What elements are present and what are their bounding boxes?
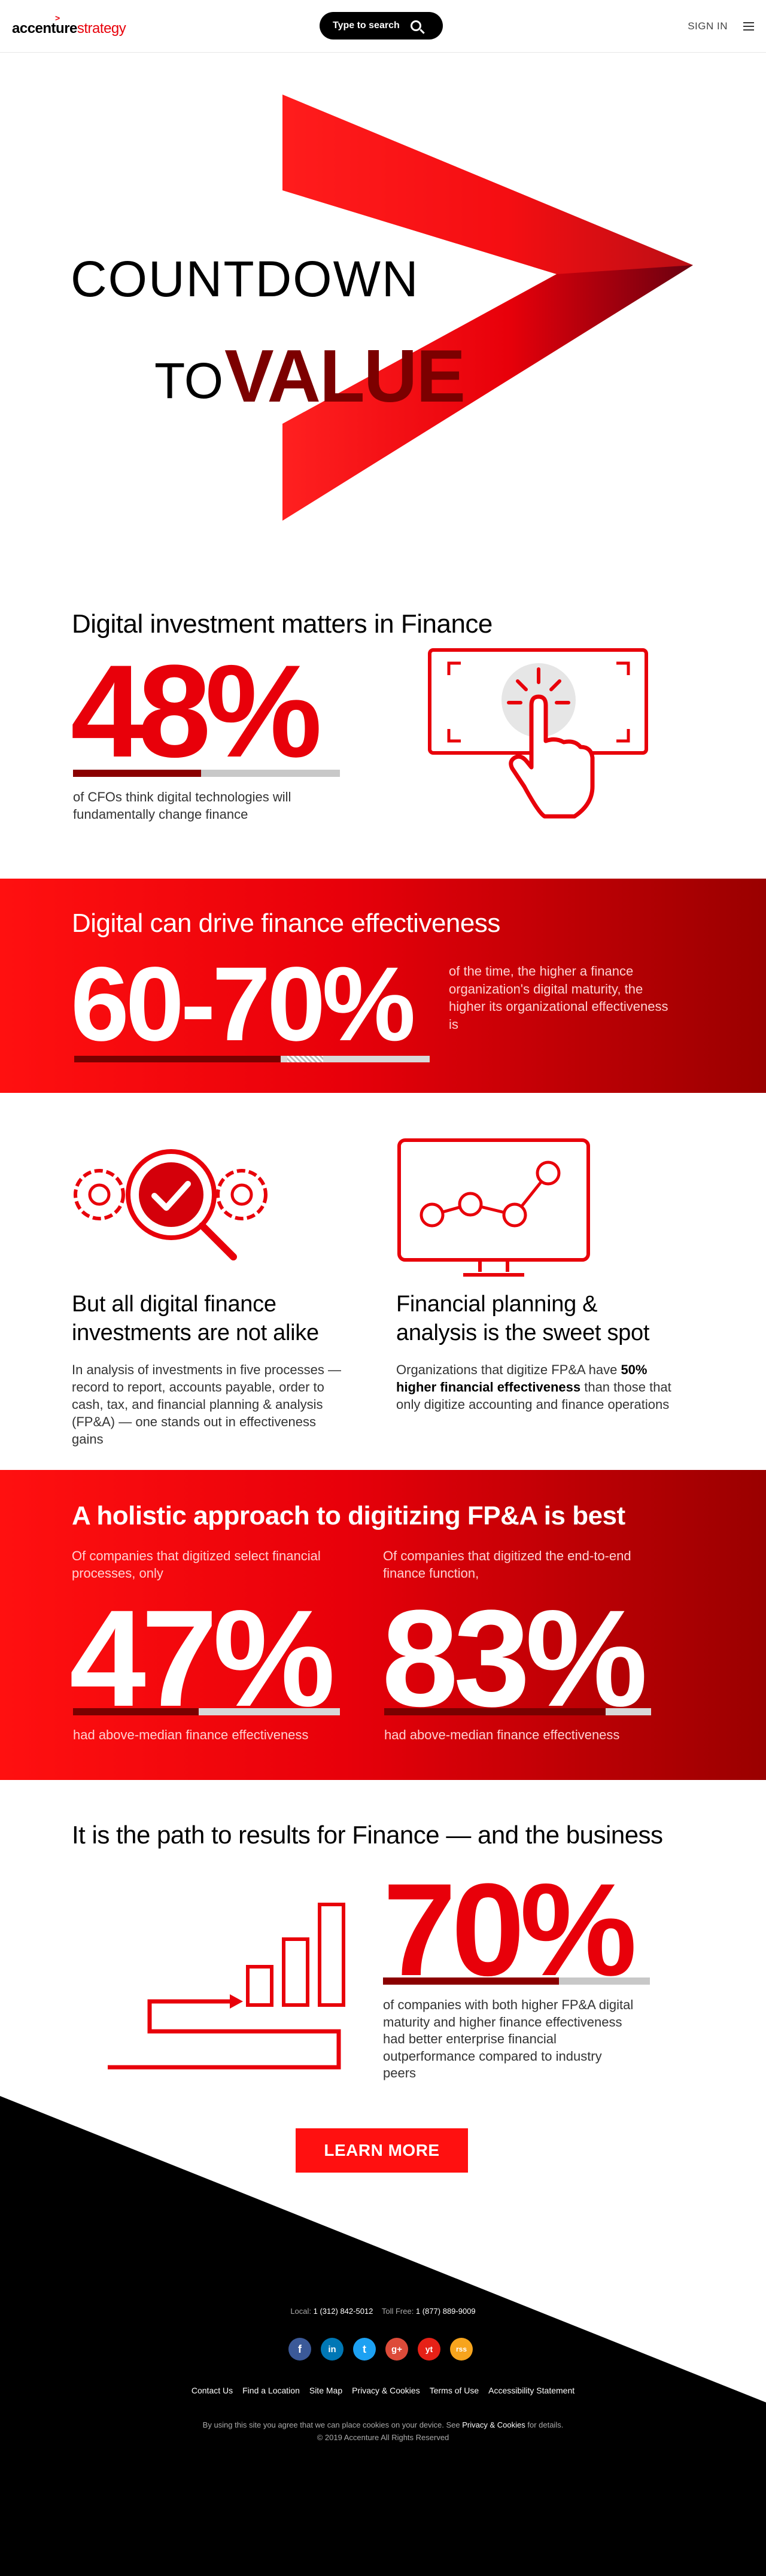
progress-bar-83 [384,1708,651,1715]
legal-text: By using this site you agree that we can… [0,2419,766,2444]
accenture-strategy-logo[interactable]: > accenture strategy [12,13,126,37]
magnifier-gears-icon [74,1149,268,1260]
learn-more-button[interactable]: LEARN MORE [296,2128,468,2173]
right-text-part-b: than those that only digitize accounting… [396,1380,671,1412]
footer-link-terms[interactable]: Terms of Use [429,2386,479,2395]
stat-caption: of companies with both higher FP&A digit… [383,1997,634,2081]
google-plus-icon[interactable]: g+ [385,2338,408,2361]
footer-link-sitemap[interactable]: Site Map [309,2386,343,2395]
path-to-results-section: It is the path to results for Finance — … [0,1780,766,2576]
phone-numbers: Local: 1 (312) 842-5012 Toll Free: 1 (87… [0,2307,766,2316]
header-right: SIGN IN [688,20,754,32]
stat-60-70-percent: 60-70% [71,946,416,1063]
progress-range-stripes [287,1056,323,1062]
tollfree-phone[interactable]: 1 (877) 889-9009 [415,2307,476,2316]
section-title: A holistic approach to digitizing FP&A i… [72,1501,625,1530]
search-label: Type to search [333,20,400,31]
digital-effectiveness-section: Digital can drive finance effectiveness … [0,879,766,1093]
footer-link-accessibility[interactable]: Accessibility Statement [488,2386,575,2395]
footer-link-privacy[interactable]: Privacy & Cookies [352,2386,420,2395]
hero-chevron-highlight [282,95,693,274]
touch-screen-icon [428,648,648,819]
stat-48-percent: 48% [71,637,322,785]
section-title: It is the path to results for Finance — … [72,1821,663,1849]
search-button[interactable]: Type to search [320,12,443,40]
progress-bar-48 [73,770,340,777]
linkedin-icon[interactable]: in [321,2338,344,2361]
right-column-text: Organizations that digitize FP&A have 50… [396,1361,671,1413]
progress-bar-47 [73,1708,340,1715]
logo-main-text: accenture [12,20,77,37]
right-subtitle: Of companies that digitized the end-to-e… [383,1548,631,1581]
fpa-sweet-spot-section: But all digital finance investments are … [0,1093,766,1470]
local-phone[interactable]: 1 (312) 842-5012 [313,2307,373,2316]
logo-sub-text: strategy [77,20,126,37]
progress-fill [383,1977,560,1985]
hero-banner: COUNTDOWN TO VALUE [0,53,766,555]
facebook-icon[interactable]: f [288,2338,311,2361]
progress-bar-60-70 [74,1056,430,1062]
stat-caption: of CFOs think digital technologies will … [73,789,291,822]
cookie-notice: By using this site you agree that we can… [202,2420,564,2429]
progress-bar-70 [383,1977,650,1985]
site-header: > accenture strategy Type to search SIGN … [0,0,766,53]
right-text-part-a: Organizations that digitize FP&A have [396,1362,621,1377]
progress-fill [74,1056,281,1062]
hero-to-text: TO [154,353,224,409]
rss-icon[interactable]: rss [450,2338,473,2361]
hamburger-menu-icon[interactable] [743,22,754,31]
left-subtitle: Of companies that digitized select finan… [72,1548,321,1581]
holistic-approach-section: A holistic approach to digitizing FP&A i… [0,1470,766,1780]
progress-fill [73,1708,199,1715]
logo-chevron-icon: > [55,13,60,23]
right-text-bold: 50% higher financial effectiveness [396,1362,648,1395]
copyright: © 2019 Accenture All Rights Reserved [317,2432,449,2442]
section-title: Digital can drive finance effectiveness [72,909,500,938]
progress-fill [73,770,202,777]
local-label: Local: [290,2307,314,2316]
right-below-text: had above-median finance effectiveness [384,1727,620,1742]
right-column-title: Financial planning & analysis is the swe… [396,1292,650,1345]
hero-value-text: VALUE [224,335,466,418]
digital-investment-section: Digital investment matters in Finance 48… [0,555,766,879]
growth-stairs-icon [108,1903,345,2070]
hero-arrow-graphic [282,95,693,521]
stat-caption: of the time, the higher a finance organi… [449,964,668,1032]
tollfree-label: Toll Free: [381,2307,416,2316]
footer-link-location[interactable]: Find a Location [242,2386,300,2395]
section-title: Digital investment matters in Finance [72,609,493,639]
youtube-icon[interactable]: yt [418,2338,440,2361]
stat-83-percent: 83% [382,1581,648,1735]
footer-link-contact[interactable]: Contact Us [191,2386,233,2395]
sign-in-link[interactable]: SIGN IN [688,20,728,32]
stat-70-percent: 70% [383,1856,637,2003]
hero-countdown-text: COUNTDOWN [71,251,420,307]
left-column-title: But all digital finance investments are … [72,1292,319,1345]
footer-links: Contact Us Find a Location Site Map Priv… [0,2386,766,2395]
twitter-icon[interactable]: t [353,2338,376,2361]
left-column-text: In analysis of investments in five proce… [72,1362,341,1447]
black-diagonal-background [0,2096,766,2576]
analytics-monitor-icon [397,1138,590,1277]
left-below-text: had above-median finance effectiveness [73,1727,309,1742]
progress-fill [384,1708,606,1715]
social-links: f in t g+ yt rss [288,2338,473,2361]
stat-47-percent: 47% [69,1581,335,1735]
privacy-cookies-link[interactable]: Privacy & Cookies [462,2420,525,2429]
search-icon [410,20,421,31]
